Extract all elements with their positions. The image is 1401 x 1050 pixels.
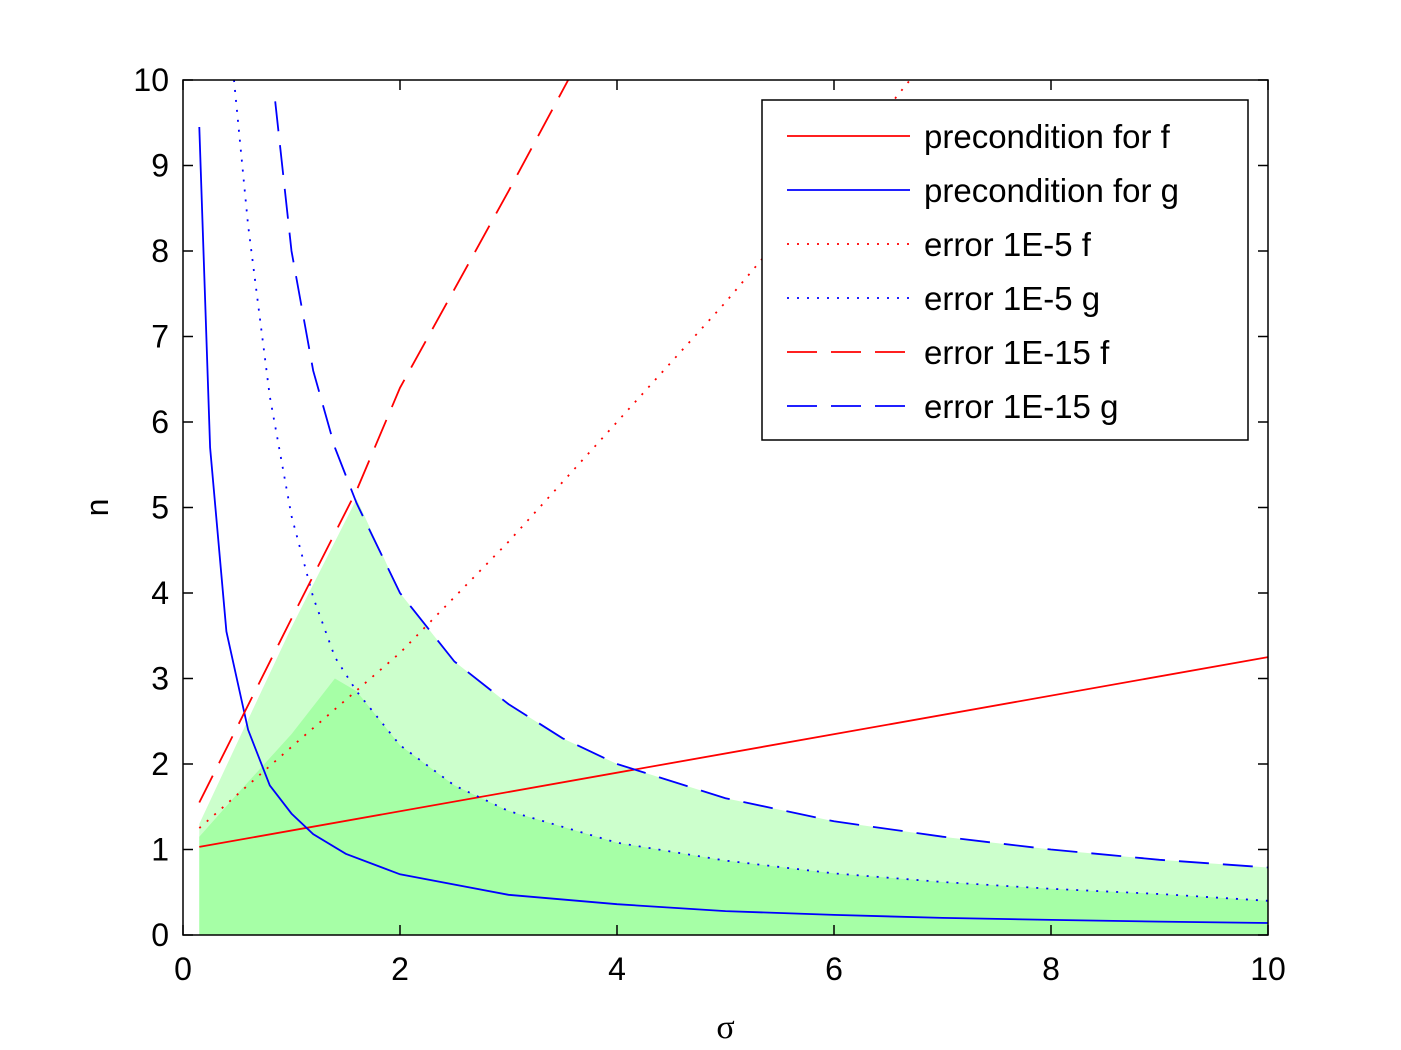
y-axis-label: n	[79, 499, 115, 517]
y-tick-label: 8	[151, 233, 169, 269]
x-tick-label: 8	[1042, 951, 1060, 987]
axis-ticks: 0 2 4 6 8 10 0 1 2 3 4 5 6 7 8 9 10	[133, 62, 1285, 987]
x-axis-label: σ	[716, 1009, 734, 1046]
y-tick-label: 3	[151, 661, 169, 697]
series-line-5	[274, 101, 1268, 869]
y-tick-label: 6	[151, 404, 169, 440]
x-tick-label: 0	[174, 951, 192, 987]
y-tick-label: 1	[151, 832, 169, 868]
series-line-1	[198, 126, 1268, 924]
x-tick-label: 2	[391, 951, 409, 987]
y-tick-label: 7	[151, 319, 169, 355]
legend-entry-label: error 1E-5 g	[924, 280, 1100, 317]
y-tick-label: 5	[151, 490, 169, 526]
x-tick-label: 6	[825, 951, 843, 987]
y-tick-label: 10	[133, 62, 169, 98]
y-tick-label: 0	[151, 917, 169, 953]
feasible-region-fills	[199, 498, 1268, 935]
legend-entry-label: error 1E-15 f	[924, 334, 1110, 371]
series-line-4	[198, 80, 569, 803]
legend: precondition for f precondition for g erro…	[761, 99, 1249, 441]
x-tick-label: 4	[608, 951, 626, 987]
legend-entry-label: error 1E-15 g	[924, 388, 1118, 425]
legend-entry-label: error 1E-5 f	[924, 226, 1092, 263]
legend-box	[761, 99, 1249, 441]
legend-entry-label: precondition for f	[924, 118, 1171, 155]
series-line-0	[199, 656, 1268, 848]
fill-region-1	[199, 678, 1268, 935]
y-tick-label: 4	[151, 575, 169, 611]
x-tick-label: 10	[1250, 951, 1286, 987]
y-tick-label: 2	[151, 746, 169, 782]
series-lines	[198, 80, 1268, 924]
legend-entry-label: precondition for g	[924, 172, 1179, 209]
y-tick-label: 9	[151, 148, 169, 184]
